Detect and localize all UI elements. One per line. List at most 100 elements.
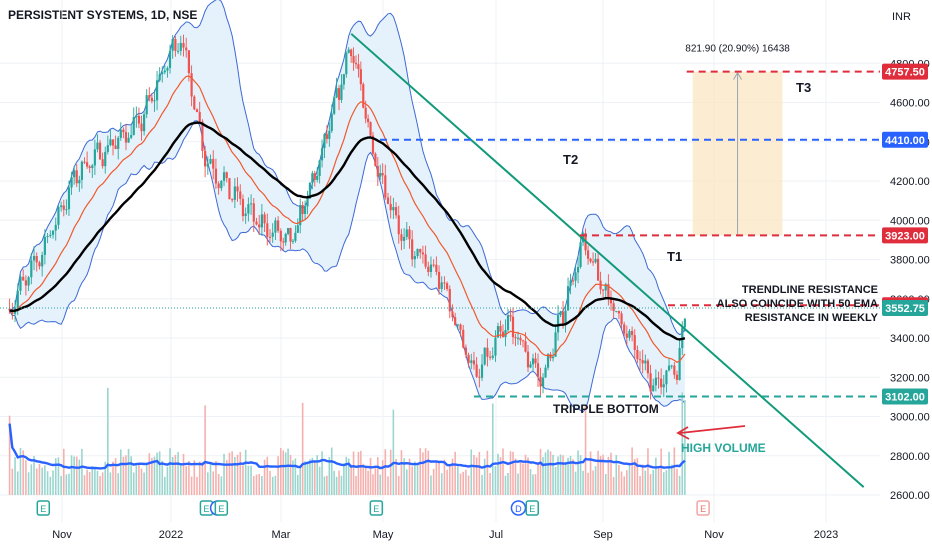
volume-bar bbox=[266, 456, 269, 495]
volume-bar bbox=[52, 470, 54, 495]
candle-body bbox=[486, 347, 489, 357]
volume-bar bbox=[379, 474, 382, 495]
volume-bar bbox=[411, 466, 413, 495]
volume-bar bbox=[473, 455, 475, 495]
candle-body bbox=[340, 84, 343, 100]
candle-body bbox=[46, 235, 49, 238]
volume-bar bbox=[364, 466, 367, 495]
candle-body bbox=[519, 337, 522, 341]
volume-bar bbox=[592, 470, 594, 495]
t1-label: T1 bbox=[667, 249, 682, 264]
candle-body bbox=[571, 280, 575, 282]
candle-body bbox=[27, 277, 30, 286]
time-tick-label: Jul bbox=[489, 529, 503, 541]
volume-bar bbox=[151, 457, 153, 495]
candle-body bbox=[683, 318, 686, 328]
volume-bar bbox=[323, 476, 326, 495]
volume-bar bbox=[30, 464, 33, 495]
candle-body bbox=[49, 234, 52, 236]
candle-body bbox=[140, 123, 143, 132]
candle-body bbox=[279, 230, 282, 242]
volume-bar bbox=[384, 449, 387, 495]
volume-bar bbox=[91, 466, 94, 495]
candle-body bbox=[589, 258, 592, 262]
volume-bar bbox=[639, 475, 641, 495]
volume-bar bbox=[313, 461, 316, 495]
volume-bar bbox=[140, 468, 143, 495]
volume-bar bbox=[599, 455, 602, 495]
volume-bar bbox=[94, 467, 96, 495]
volume-bar bbox=[49, 476, 52, 495]
candle-body bbox=[367, 118, 370, 123]
volume-bar bbox=[483, 458, 486, 495]
volume-bar bbox=[381, 460, 384, 495]
volume-bar bbox=[60, 476, 62, 495]
candle-body bbox=[596, 258, 600, 281]
volume-bar bbox=[119, 449, 122, 495]
candle-body bbox=[539, 376, 542, 387]
volume-bar bbox=[562, 455, 564, 495]
volume-bar bbox=[615, 455, 618, 495]
trendline-note-1: TRENDLINE RESISTANCE bbox=[742, 284, 878, 296]
candle-body bbox=[117, 137, 120, 149]
candle-body bbox=[394, 207, 398, 216]
event-marker-d: D bbox=[510, 500, 527, 516]
volume-bar bbox=[572, 459, 574, 495]
volume-bar bbox=[250, 465, 252, 495]
volume-bar bbox=[57, 457, 60, 495]
volume-bars bbox=[8, 387, 686, 495]
volume-bar bbox=[668, 451, 670, 495]
candle-body bbox=[214, 168, 218, 184]
candle-body bbox=[541, 377, 545, 387]
volume-bar bbox=[179, 464, 182, 495]
volume-bar bbox=[330, 447, 333, 495]
tripple-bottom-label: TRIPPLE BOTTOM bbox=[553, 402, 659, 416]
candle-body bbox=[491, 355, 494, 358]
candle-body bbox=[198, 112, 201, 122]
volume-bar bbox=[177, 452, 179, 495]
volume-bar bbox=[486, 450, 489, 495]
volume-bar bbox=[86, 469, 88, 495]
candle-body bbox=[306, 198, 309, 207]
candle-body bbox=[369, 122, 372, 136]
candle-body bbox=[604, 284, 607, 291]
volume-bar bbox=[539, 448, 542, 495]
candle-body bbox=[301, 205, 304, 214]
time-tick-label: 2023 bbox=[814, 529, 838, 541]
candle-body bbox=[678, 348, 681, 380]
volume-bar bbox=[33, 455, 35, 495]
time-tick-label: Sep bbox=[593, 529, 613, 541]
price-tick-label: 4200.00 bbox=[890, 176, 930, 188]
candle-body bbox=[137, 115, 141, 124]
candle-body bbox=[255, 221, 258, 225]
candle-body bbox=[609, 297, 613, 304]
candle-body bbox=[258, 224, 261, 228]
volume-bar bbox=[633, 459, 636, 495]
time-tick-label: Nov bbox=[52, 529, 72, 541]
candle-body bbox=[646, 360, 650, 374]
volume-bar bbox=[395, 458, 397, 495]
candle-body bbox=[459, 324, 462, 330]
volume-bar bbox=[14, 457, 16, 495]
volume-bar bbox=[99, 476, 101, 495]
volume-bar bbox=[567, 457, 569, 495]
volume-bar bbox=[400, 450, 403, 495]
candle-body bbox=[148, 95, 151, 98]
volume-bar bbox=[188, 460, 190, 495]
volume-bar bbox=[234, 456, 236, 495]
candle-body bbox=[168, 50, 172, 69]
candle-body bbox=[217, 183, 220, 189]
candle-body bbox=[421, 252, 425, 255]
volume-bar bbox=[475, 457, 478, 495]
volume-bar bbox=[557, 456, 559, 495]
volume-bar bbox=[338, 470, 340, 495]
candle-body bbox=[111, 139, 115, 146]
volume-bar bbox=[662, 472, 665, 495]
candle-body bbox=[316, 175, 319, 180]
candle-body bbox=[636, 349, 639, 360]
volume-bar bbox=[304, 461, 306, 495]
event-marker-e: E bbox=[214, 500, 229, 516]
event-marker-label: D bbox=[515, 504, 522, 514]
price-tick-label: 4600.00 bbox=[890, 98, 930, 110]
